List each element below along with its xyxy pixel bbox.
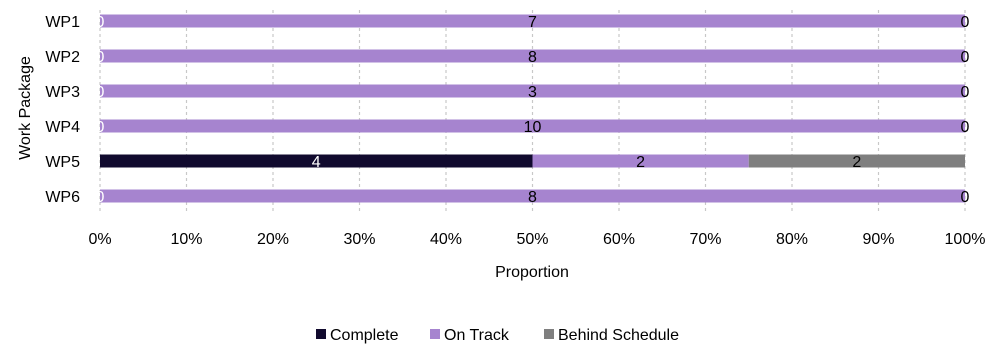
y-tick-label: WP6 <box>45 189 80 206</box>
legend-label: Behind Schedule <box>558 327 679 344</box>
x-tick-label: 40% <box>430 231 462 248</box>
data-label: 0 <box>96 84 105 101</box>
bar-segment <box>748 154 965 168</box>
legend-label: On Track <box>444 327 510 344</box>
y-axis-tick-labels: WP1 WP2 WP3 WP4 WP5 WP6 <box>45 14 80 206</box>
legend: Complete On Track Behind Schedule <box>316 327 679 344</box>
data-label: 8 <box>528 49 537 66</box>
legend-swatch <box>544 329 554 339</box>
legend-swatch <box>316 329 326 339</box>
gridlines <box>99 10 966 212</box>
data-label: 4 <box>312 154 321 171</box>
data-labels: 0 7 0 0 8 0 0 3 0 0 10 0 4 2 2 0 8 0 <box>96 14 970 206</box>
x-tick-label: 80% <box>776 231 808 248</box>
x-tick-label: 10% <box>170 231 202 248</box>
bar-segment <box>100 14 965 28</box>
data-label: 3 <box>528 84 537 101</box>
bar-segment <box>532 154 749 168</box>
bar-segment <box>100 84 965 98</box>
y-tick-label: WP5 <box>45 154 80 171</box>
x-tick-label: 100% <box>945 231 986 248</box>
y-tick-label: WP4 <box>45 119 80 136</box>
data-label: 0 <box>96 49 105 66</box>
x-axis-title: Proportion <box>495 264 569 281</box>
bar-segment <box>100 119 965 133</box>
data-label: 0 <box>961 49 970 66</box>
x-tick-label: 20% <box>257 231 289 248</box>
x-tick-label: 60% <box>603 231 635 248</box>
data-label: 7 <box>528 14 537 31</box>
y-tick-label: WP2 <box>45 49 80 66</box>
data-label: 2 <box>636 154 645 171</box>
x-axis-tick-labels: 0% 10% 20% 30% 40% 50% 60% 70% 80% 90% 100% <box>88 231 985 248</box>
x-tick-label: 90% <box>862 231 894 248</box>
data-label: 10 <box>524 119 542 136</box>
data-label: 0 <box>961 14 970 31</box>
x-tick-label: 0% <box>88 231 111 248</box>
data-label: 8 <box>528 189 537 206</box>
y-tick-label: WP1 <box>45 14 80 31</box>
y-tick-label: WP3 <box>45 84 80 101</box>
y-axis-title: Work Package <box>17 56 34 160</box>
data-label: 0 <box>961 119 970 136</box>
data-label: 0 <box>961 189 970 206</box>
legend-label: Complete <box>330 327 399 344</box>
bar-segment <box>100 154 533 168</box>
data-label: 0 <box>961 84 970 101</box>
data-label: 0 <box>96 14 105 31</box>
data-label: 0 <box>96 189 105 206</box>
data-label: 0 <box>96 119 105 136</box>
bars <box>100 14 965 203</box>
bar-segment <box>100 49 965 63</box>
x-tick-label: 70% <box>689 231 721 248</box>
legend-swatch <box>430 329 440 339</box>
x-tick-label: 50% <box>516 231 548 248</box>
data-label: 2 <box>852 154 861 171</box>
x-tick-label: 30% <box>343 231 375 248</box>
bar-segment <box>100 189 965 203</box>
